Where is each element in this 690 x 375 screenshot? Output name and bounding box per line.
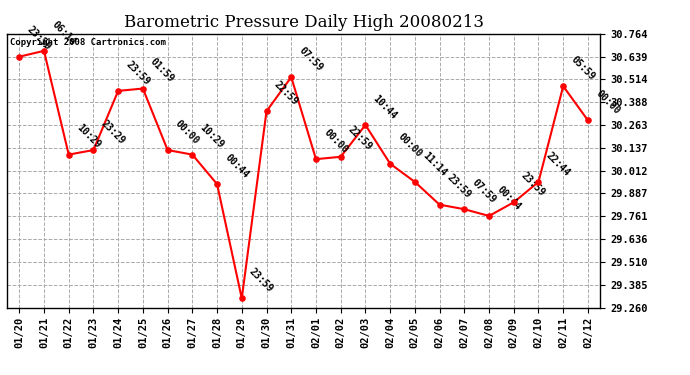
Text: 10:29: 10:29 [198, 123, 226, 150]
Text: 01:59: 01:59 [148, 57, 176, 84]
Text: 23:59: 23:59 [25, 25, 52, 52]
Text: 23:59: 23:59 [445, 172, 473, 201]
Text: 23:29: 23:29 [99, 118, 127, 146]
Text: Copyright 2008 Cartronics.com: Copyright 2008 Cartronics.com [10, 38, 166, 47]
Point [212, 181, 223, 187]
Point [88, 147, 99, 153]
Point [137, 86, 148, 92]
Point [187, 152, 198, 157]
Text: 00:44: 00:44 [223, 152, 250, 180]
Point [261, 108, 272, 114]
Text: 10:29: 10:29 [75, 123, 102, 150]
Text: 10:44: 10:44 [371, 93, 399, 121]
Point [14, 54, 25, 60]
Point [310, 156, 322, 162]
Point [360, 122, 371, 128]
Text: 00:00: 00:00 [322, 127, 349, 155]
Text: 22:44: 22:44 [544, 150, 572, 178]
Text: 11:14: 11:14 [420, 150, 448, 178]
Point [409, 179, 420, 185]
Text: 07:59: 07:59 [297, 45, 324, 73]
Point [39, 48, 50, 54]
Title: Barometric Pressure Daily High 20080213: Barometric Pressure Daily High 20080213 [124, 14, 484, 31]
Text: 22:59: 22:59 [272, 79, 300, 107]
Point [112, 88, 124, 94]
Point [236, 296, 247, 302]
Point [384, 161, 395, 167]
Point [162, 147, 173, 153]
Point [335, 154, 346, 160]
Point [459, 206, 470, 212]
Text: 00:44: 00:44 [495, 184, 522, 212]
Point [509, 199, 520, 205]
Text: 23:59: 23:59 [520, 170, 547, 198]
Point [484, 213, 495, 219]
Text: 07:59: 07:59 [470, 177, 497, 205]
Text: 00:00: 00:00 [173, 118, 201, 146]
Text: 00:00: 00:00 [395, 132, 424, 159]
Point [63, 152, 75, 157]
Point [582, 117, 593, 123]
Text: 23:59: 23:59 [247, 266, 275, 294]
Point [533, 179, 544, 185]
Text: 00:00: 00:00 [593, 88, 621, 116]
Point [558, 83, 569, 89]
Text: 22:59: 22:59 [346, 125, 374, 153]
Text: 23:59: 23:59 [124, 59, 152, 87]
Point [286, 74, 297, 80]
Text: 06:14: 06:14 [50, 19, 77, 47]
Point [434, 202, 445, 208]
Text: 05:59: 05:59 [569, 54, 597, 82]
